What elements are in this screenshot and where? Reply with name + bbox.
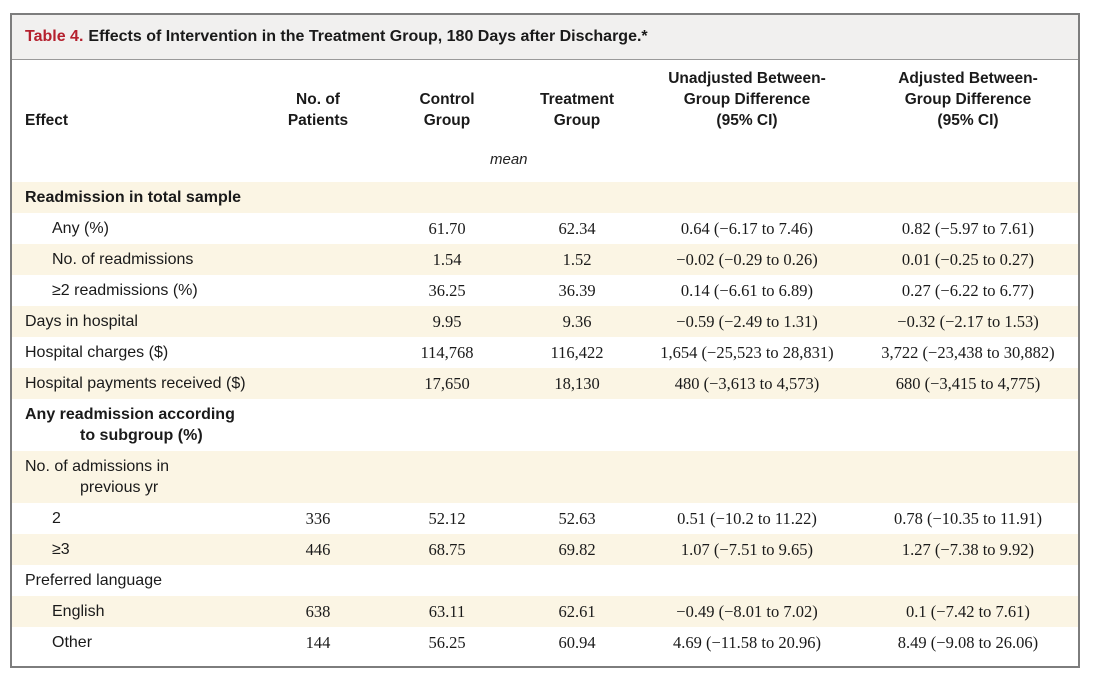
row-label: No. of readmissions <box>52 251 194 268</box>
cell-control: 36.25 <box>428 281 466 300</box>
table-row: Other 144 56.25 60.94 4.69 (−11.58 to 20… <box>12 627 1078 658</box>
cell-adjusted: 8.49 (−9.08 to 26.06) <box>897 633 1039 652</box>
cell-treatment: 18,130 <box>554 374 600 393</box>
cell-control: 1.54 <box>432 250 462 269</box>
cell-patients <box>268 213 368 244</box>
cell-treatment: 62.34 <box>558 219 596 238</box>
cell-adjusted: 0.01 (−0.25 to 0.27) <box>901 250 1035 269</box>
row-label: Any readmission according to subgroup (%… <box>25 404 265 456</box>
cell-control: 17,650 <box>424 374 470 393</box>
table-row: Any readmission according to subgroup (%… <box>12 399 1078 451</box>
cell-patients <box>268 368 368 399</box>
cell-control: 63.11 <box>428 602 466 621</box>
table-row: English 638 63.11 62.61 −0.49 (−8.01 to … <box>12 596 1078 627</box>
cell-unadjusted: −0.02 (−0.29 to 0.26) <box>676 250 818 269</box>
table-row: Readmission in total sample <box>12 182 1078 213</box>
header-mean-note: mean <box>490 151 528 168</box>
cell-patients: 638 <box>305 602 331 621</box>
header-patients: No. of Patients <box>287 91 349 129</box>
cell-treatment: 60.94 <box>558 633 596 652</box>
table-row: 2 336 52.12 52.63 0.51 (−10.2 to 11.22) … <box>12 503 1078 534</box>
cell-control: 61.70 <box>428 219 466 238</box>
row-label-line2: to subgroup (%) <box>80 427 203 444</box>
table-row: Preferred language <box>12 565 1078 596</box>
cell-unadjusted: 4.69 (−11.58 to 20.96) <box>672 633 822 652</box>
cell-treatment: 116,422 <box>550 343 604 362</box>
row-label: No. of admissions in previous yr <box>25 456 265 508</box>
table-row: Hospital charges ($) 114,768 116,422 1,6… <box>12 337 1078 368</box>
cell-unadjusted: −0.59 (−2.49 to 1.31) <box>676 312 818 331</box>
row-label: Days in hospital <box>25 313 138 330</box>
row-label-line1: Any readmission according <box>25 406 235 423</box>
cell-adjusted: 0.82 (−5.97 to 7.61) <box>901 219 1035 238</box>
cell-patients: 446 <box>305 540 331 559</box>
cell-control: 68.75 <box>428 540 466 559</box>
row-label: English <box>52 603 105 620</box>
table-title: Effects of Intervention in the Treatment… <box>88 28 648 45</box>
cell-adjusted: 3,722 (−23,438 to 30,882) <box>881 343 1055 362</box>
row-label: ≥3 <box>52 541 70 558</box>
table-label: Table 4. <box>25 28 84 45</box>
cell-control: 56.25 <box>428 633 466 652</box>
row-label: Other <box>52 634 93 651</box>
row-label: ≥2 readmissions (%) <box>52 282 198 299</box>
table-body: Readmission in total sample Any (%) 61.7… <box>12 182 1078 658</box>
header-unadjusted: Unadjusted Between- Group Difference (95… <box>668 70 826 129</box>
cell-patients <box>268 244 368 275</box>
header-effect: Effect <box>25 112 69 129</box>
row-label: Preferred language <box>25 572 162 589</box>
table-row: No. of admissions in previous yr <box>12 451 1078 503</box>
cell-treatment: 1.52 <box>562 250 592 269</box>
cell-patients <box>268 275 368 306</box>
cell-unadjusted: 1.07 (−7.51 to 9.65) <box>680 540 814 559</box>
cell-control: 9.95 <box>432 312 462 331</box>
cell-treatment: 36.39 <box>558 281 596 300</box>
cell-adjusted: 0.78 (−10.35 to 11.91) <box>893 509 1043 528</box>
cell-unadjusted: 0.64 (−6.17 to 7.46) <box>680 219 814 238</box>
cell-patients: 144 <box>305 633 331 652</box>
row-label-line2: previous yr <box>80 479 159 496</box>
row-label: 2 <box>52 510 61 527</box>
table-row: No. of readmissions 1.54 1.52 −0.02 (−0.… <box>12 244 1078 275</box>
table-frame: Table 4. Effects of Intervention in the … <box>10 13 1080 668</box>
table-row: ≥2 readmissions (%) 36.25 36.39 0.14 (−6… <box>12 275 1078 306</box>
table-row: ≥3 446 68.75 69.82 1.07 (−7.51 to 9.65) … <box>12 534 1078 565</box>
cell-treatment: 52.63 <box>558 509 596 528</box>
table-row: Hospital payments received ($) 17,650 18… <box>12 368 1078 399</box>
cell-treatment: 69.82 <box>558 540 596 559</box>
cell-adjusted: 0.27 (−6.22 to 6.77) <box>901 281 1035 300</box>
row-label: Hospital payments received ($) <box>25 375 246 392</box>
table-header: Effect No. of Patients Control Group Tre… <box>12 60 1078 182</box>
cell-unadjusted: 1,654 (−25,523 to 28,831) <box>660 343 834 362</box>
cell-unadjusted: 0.14 (−6.61 to 6.89) <box>680 281 814 300</box>
row-label: Any (%) <box>52 220 109 237</box>
row-label: Hospital charges ($) <box>25 344 169 361</box>
cell-adjusted: 0.1 (−7.42 to 7.61) <box>906 602 1030 621</box>
cell-unadjusted: −0.49 (−8.01 to 7.02) <box>676 602 818 621</box>
cell-control: 52.12 <box>428 509 466 528</box>
cell-patients <box>268 337 368 368</box>
table-row: Days in hospital 9.95 9.36 −0.59 (−2.49 … <box>12 306 1078 337</box>
row-label: Readmission in total sample <box>25 189 242 206</box>
cell-adjusted: −0.32 (−2.17 to 1.53) <box>897 312 1039 331</box>
header-treatment: Treatment Group <box>539 91 615 129</box>
header-adjusted: Adjusted Between- Group Difference (95% … <box>898 70 1038 129</box>
cell-adjusted: 680 (−3,415 to 4,775) <box>895 374 1041 393</box>
row-label-line1: No. of admissions in <box>25 458 170 475</box>
table-row: Any (%) 61.70 62.34 0.64 (−6.17 to 7.46)… <box>12 213 1078 244</box>
cell-treatment: 62.61 <box>558 602 596 621</box>
cell-control: 114,768 <box>420 343 474 362</box>
cell-unadjusted: 480 (−3,613 to 4,573) <box>674 374 820 393</box>
cell-patients <box>268 306 368 337</box>
cell-patients: 336 <box>305 509 331 528</box>
header-control: Control Group <box>419 91 475 129</box>
cell-unadjusted: 0.51 (−10.2 to 11.22) <box>677 509 817 528</box>
table-title-bar: Table 4. Effects of Intervention in the … <box>12 15 1078 60</box>
cell-adjusted: 1.27 (−7.38 to 9.92) <box>901 540 1035 559</box>
cell-treatment: 9.36 <box>562 312 592 331</box>
